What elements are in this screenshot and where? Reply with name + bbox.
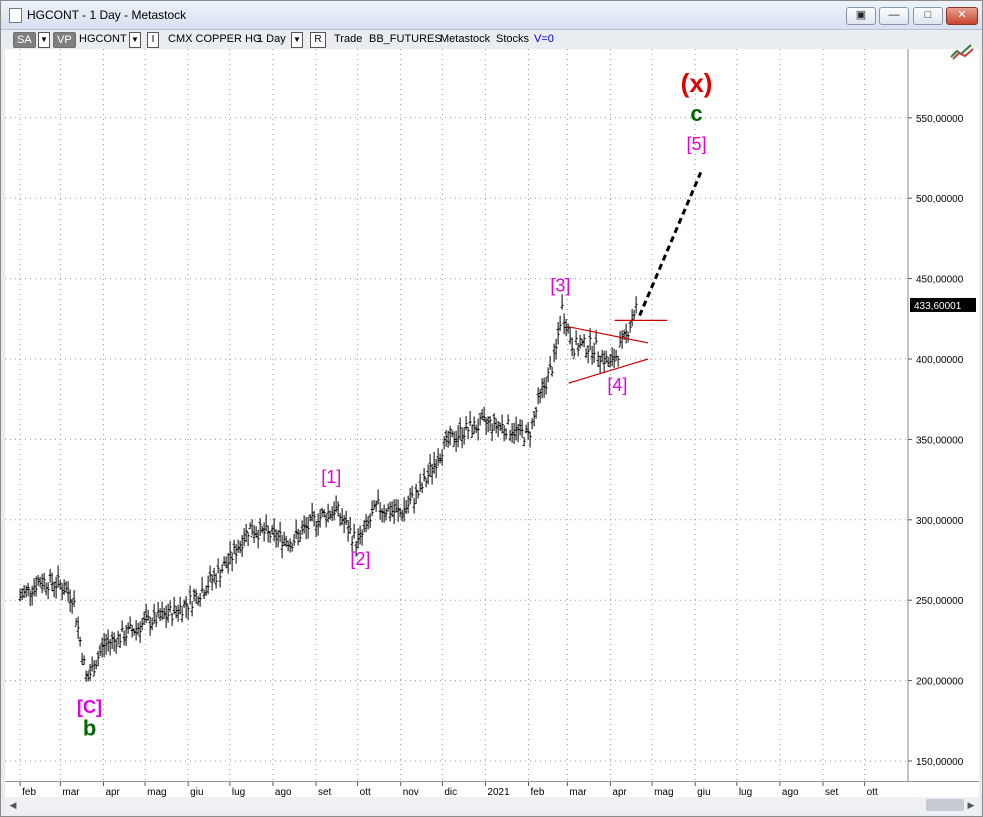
- sa-dropdown-icon[interactable]: ▼: [38, 32, 50, 48]
- y-tick-label: 550,00000: [916, 114, 964, 125]
- x-tick-label: giu: [697, 787, 710, 798]
- wave-label: [4]: [607, 375, 627, 395]
- x-tick-label: apr: [612, 787, 627, 798]
- x-tick-label: feb: [22, 787, 36, 798]
- y-tick-label: 350,00000: [916, 435, 964, 446]
- close-button[interactable]: ✕: [946, 7, 978, 25]
- price-bars: [18, 294, 638, 682]
- period-dropdown-icon[interactable]: ▼: [291, 32, 303, 48]
- x-tick-label: ago: [275, 787, 292, 798]
- x-tick-label: ago: [782, 787, 799, 798]
- wave-label: [3]: [550, 275, 570, 295]
- x-tick-label: lug: [739, 787, 752, 798]
- x-tick-label: apr: [105, 787, 120, 798]
- x-tick-label: ott: [360, 787, 371, 798]
- vp-button[interactable]: VP: [53, 32, 76, 48]
- symbol-dropdown-icon[interactable]: ▼: [129, 32, 141, 48]
- x-tick-label: mar: [62, 787, 80, 798]
- x-tick-label: mag: [654, 787, 673, 798]
- wave-label: c: [690, 101, 702, 126]
- date-axis: feb mar apr mag giu lug ago set ott nov dic 2021 feb…: [5, 781, 979, 798]
- kind-label: Stocks: [496, 33, 530, 45]
- last-price-box: [910, 297, 976, 312]
- minimize-button[interactable]: —: [879, 7, 909, 25]
- wave-label: [1]: [321, 467, 341, 487]
- x-tick-label: set: [318, 787, 332, 798]
- title-bar: HGCONT - 1 Day - Metastock ▣ — □ ✕: [1, 1, 982, 30]
- y-tick-label: 500,00000: [916, 194, 964, 205]
- chart-svg: 550,00000 500,00000 450,00000 400,00000 350,…: [5, 49, 976, 781]
- r-dropdown[interactable]: R: [310, 32, 326, 48]
- projection-line: [638, 171, 703, 317]
- document-icon: [9, 8, 22, 23]
- wave-label: (x): [681, 68, 713, 98]
- app-label: Metastock: [440, 33, 491, 45]
- scroll-thumb[interactable]: [926, 799, 964, 811]
- date-axis-svg: feb mar apr mag giu lug ago set ott nov dic 2021 feb…: [19, 782, 878, 798]
- wave-label: [C]: [77, 697, 102, 717]
- x-tick-label: nov: [403, 787, 419, 798]
- x-tick-label: dic: [444, 787, 457, 798]
- chart-tools-icon[interactable]: [949, 41, 975, 61]
- period-label: 1 Day: [257, 33, 286, 45]
- x-tick-label: ott: [867, 787, 878, 798]
- triangle-upper-line: [568, 326, 649, 344]
- y-tick-label: 200,00000: [916, 677, 964, 688]
- interval-dropdown[interactable]: I: [147, 32, 159, 48]
- triangle-lower-line: [568, 358, 649, 384]
- x-tick-label: mar: [569, 787, 587, 798]
- wave-label: b: [83, 715, 96, 740]
- last-price-label: 433,60001: [914, 301, 962, 312]
- volume-label: V=0: [534, 33, 554, 45]
- price-chart[interactable]: 550,00000 500,00000 450,00000 400,00000 350,…: [5, 44, 979, 781]
- x-tick-label: mag: [147, 787, 166, 798]
- y-tick-label: 150,00000: [916, 757, 964, 768]
- y-tick-label: 400,00000: [916, 355, 964, 366]
- wave-label: [5]: [687, 134, 707, 154]
- y-tick-label: 250,00000: [916, 596, 964, 607]
- maximize-button[interactable]: □: [913, 7, 943, 25]
- scroll-right-icon[interactable]: ▶: [967, 800, 975, 810]
- x-tick-label: feb: [530, 787, 544, 798]
- trade-label: Trade: [334, 33, 363, 45]
- wave-label: [2]: [350, 549, 370, 569]
- window-title: HGCONT - 1 Day - Metastock: [27, 8, 187, 22]
- x-tick-label: lug: [232, 787, 245, 798]
- y-tick-label: 450,00000: [916, 275, 964, 286]
- y-tick-label: 300,00000: [916, 516, 964, 527]
- scroll-left-icon[interactable]: ◀: [9, 800, 17, 810]
- sa-button[interactable]: SA: [13, 32, 36, 48]
- source-label: BB_FUTURES: [369, 33, 442, 45]
- chart-toolbar: SA ▼ VP HGCONT ▼ I CMX COPPER HG 1 Day ▼…: [1, 29, 982, 49]
- x-tick-label: 2021: [487, 787, 510, 798]
- x-tick-label: giu: [190, 787, 203, 798]
- x-tick-label: set: [825, 787, 839, 798]
- symbol-label: HGCONT: [79, 33, 127, 45]
- restore-tile-button[interactable]: ▣: [846, 7, 876, 25]
- horizontal-scrollbar[interactable]: ◀ ▶: [5, 797, 979, 814]
- description-label: CMX COPPER HG: [168, 33, 262, 45]
